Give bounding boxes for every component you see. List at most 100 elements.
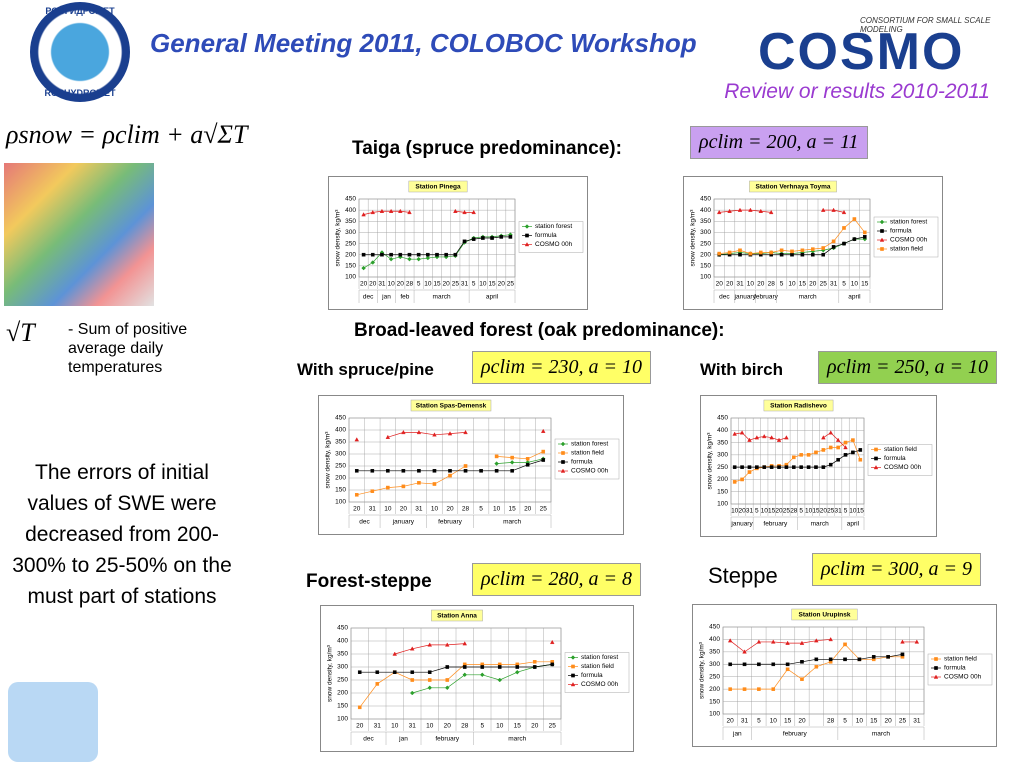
marker: [934, 666, 938, 670]
marker: [792, 465, 796, 469]
series-line: [363, 234, 511, 269]
legend-label: COSMO 00h: [581, 681, 619, 688]
marker: [828, 445, 833, 450]
month-label: april: [847, 521, 860, 528]
x-tick-label: 25: [820, 281, 828, 288]
legend-label: station forest: [890, 219, 927, 226]
month-label: march: [811, 521, 829, 528]
marker: [462, 665, 467, 669]
month-label: march: [433, 294, 451, 301]
x-tick-label: 15: [514, 723, 522, 730]
formula: ρsnow = ρclim + a√ΣT: [6, 120, 248, 149]
marker: [525, 457, 530, 461]
marker: [361, 265, 366, 271]
param-box: ρclim = 280, a = 8: [472, 563, 642, 596]
title-bg: [763, 399, 834, 412]
marker: [862, 235, 867, 239]
month-label: dec: [359, 519, 370, 526]
marker: [445, 665, 450, 669]
month-label: april: [848, 294, 861, 301]
marker: [560, 468, 566, 473]
marker: [852, 217, 857, 221]
y-axis-label: snow density, kg/m³: [707, 432, 714, 490]
marker: [762, 434, 767, 439]
marker: [900, 639, 905, 644]
marker: [525, 233, 529, 238]
marker: [494, 468, 499, 473]
marker: [532, 665, 537, 669]
x-tick-label: 20: [531, 723, 539, 730]
marker: [747, 437, 752, 442]
y-tick-label: 400: [335, 427, 346, 434]
chart-title: Station Pinega: [415, 184, 461, 191]
marker: [409, 690, 415, 696]
x-tick-label: 31: [736, 281, 744, 288]
marker: [370, 468, 375, 473]
x-tick-label: 10: [849, 508, 857, 515]
marker: [732, 431, 737, 436]
marker: [755, 465, 759, 469]
marker: [799, 465, 803, 469]
marker: [756, 639, 762, 644]
chart: Station Verhnaya Toyma snow density, kg/m…: [683, 176, 943, 310]
x-tick-label: 20: [809, 281, 817, 288]
x-tick-label: 28: [461, 723, 469, 730]
marker: [757, 687, 761, 691]
marker: [821, 448, 826, 452]
y-tick-label: 100: [337, 716, 348, 723]
marker: [571, 664, 575, 669]
marker: [779, 252, 784, 257]
marker: [799, 453, 803, 457]
x-tick-label: 20: [498, 281, 506, 288]
x-tick-label: 20: [524, 506, 532, 513]
month-label: dec: [363, 294, 374, 301]
y-tick-label: 150: [337, 703, 348, 710]
marker: [821, 435, 826, 440]
marker: [814, 638, 819, 643]
marker: [398, 252, 403, 257]
x-tick-label: 31: [374, 723, 382, 730]
marker: [385, 434, 391, 439]
x-tick-label: 10: [731, 508, 739, 515]
y-tick-label: 200: [700, 251, 711, 258]
x-tick-label: 5: [844, 508, 848, 515]
marker: [354, 437, 360, 442]
snowflake-icon: [8, 682, 98, 762]
marker: [427, 685, 433, 691]
marker: [561, 451, 565, 455]
y-tick-label: 150: [345, 263, 356, 270]
x-tick-label: 10: [496, 723, 504, 730]
x-tick-label: 20: [716, 281, 724, 288]
x-tick-label: 25: [540, 506, 548, 513]
marker: [785, 640, 790, 645]
x-tick-label: 28: [790, 508, 798, 515]
series-line: [359, 661, 553, 708]
marker: [873, 465, 879, 470]
marker: [771, 662, 776, 667]
marker: [388, 256, 394, 262]
x-tick-label: 20: [400, 506, 408, 513]
legend-label: formula: [581, 672, 603, 679]
x-tick-label: 10: [770, 718, 778, 725]
marker: [426, 252, 430, 257]
marker: [762, 465, 767, 469]
marker: [740, 465, 744, 469]
marker: [728, 687, 732, 691]
legend-label: COSMO 00h: [884, 464, 922, 471]
month-label: dec: [719, 294, 730, 301]
x-tick-label: 10: [424, 281, 432, 288]
x-tick-label: 15: [488, 281, 496, 288]
x-tick-label: 20: [727, 718, 735, 725]
x-tick-label: 25: [899, 718, 907, 725]
x-tick-label: 28: [768, 281, 776, 288]
marker: [497, 677, 503, 683]
y-tick-label: 350: [717, 439, 728, 446]
marker: [508, 235, 513, 239]
marker: [499, 235, 504, 239]
marker: [514, 669, 520, 675]
chart: Station Urupinsk snow density, kg/m³ 100 15…: [692, 604, 997, 747]
marker: [748, 207, 753, 212]
month-label: march: [508, 736, 526, 743]
x-tick-label: 15: [812, 508, 820, 515]
x-tick-label: 25: [452, 281, 460, 288]
